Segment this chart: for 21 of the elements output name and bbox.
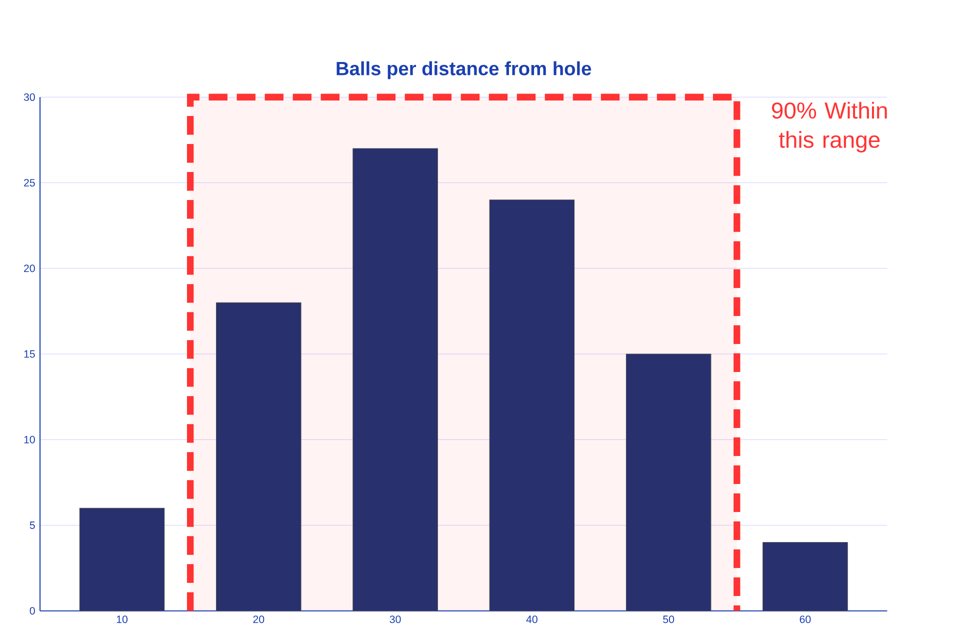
y-tick-label: 15 [24,350,35,358]
y-tick-label: 10 [24,436,35,444]
y-tick-label: 5 [30,522,35,530]
x-tick-label: 40 [526,616,538,624]
y-tick-label: 0 [30,607,35,615]
x-tick-label: 60 [800,616,811,624]
x-tick-label: 30 [390,616,401,624]
bar [626,354,712,612]
bar [79,508,165,612]
x-tick-label: 20 [253,616,264,624]
y-tick-label: 25 [24,179,35,187]
bar [762,542,848,612]
y-tick-label: 20 [24,264,35,272]
x-tick-label: 50 [663,616,674,624]
bar [352,148,438,612]
band-label: 90% Within this range [772,102,887,153]
bar [216,302,302,612]
chart-title: Balls per distance from hole [336,61,592,80]
y-tick-label: 30 [24,93,35,101]
x-tick-label: 10 [116,616,128,624]
bar [489,200,575,612]
